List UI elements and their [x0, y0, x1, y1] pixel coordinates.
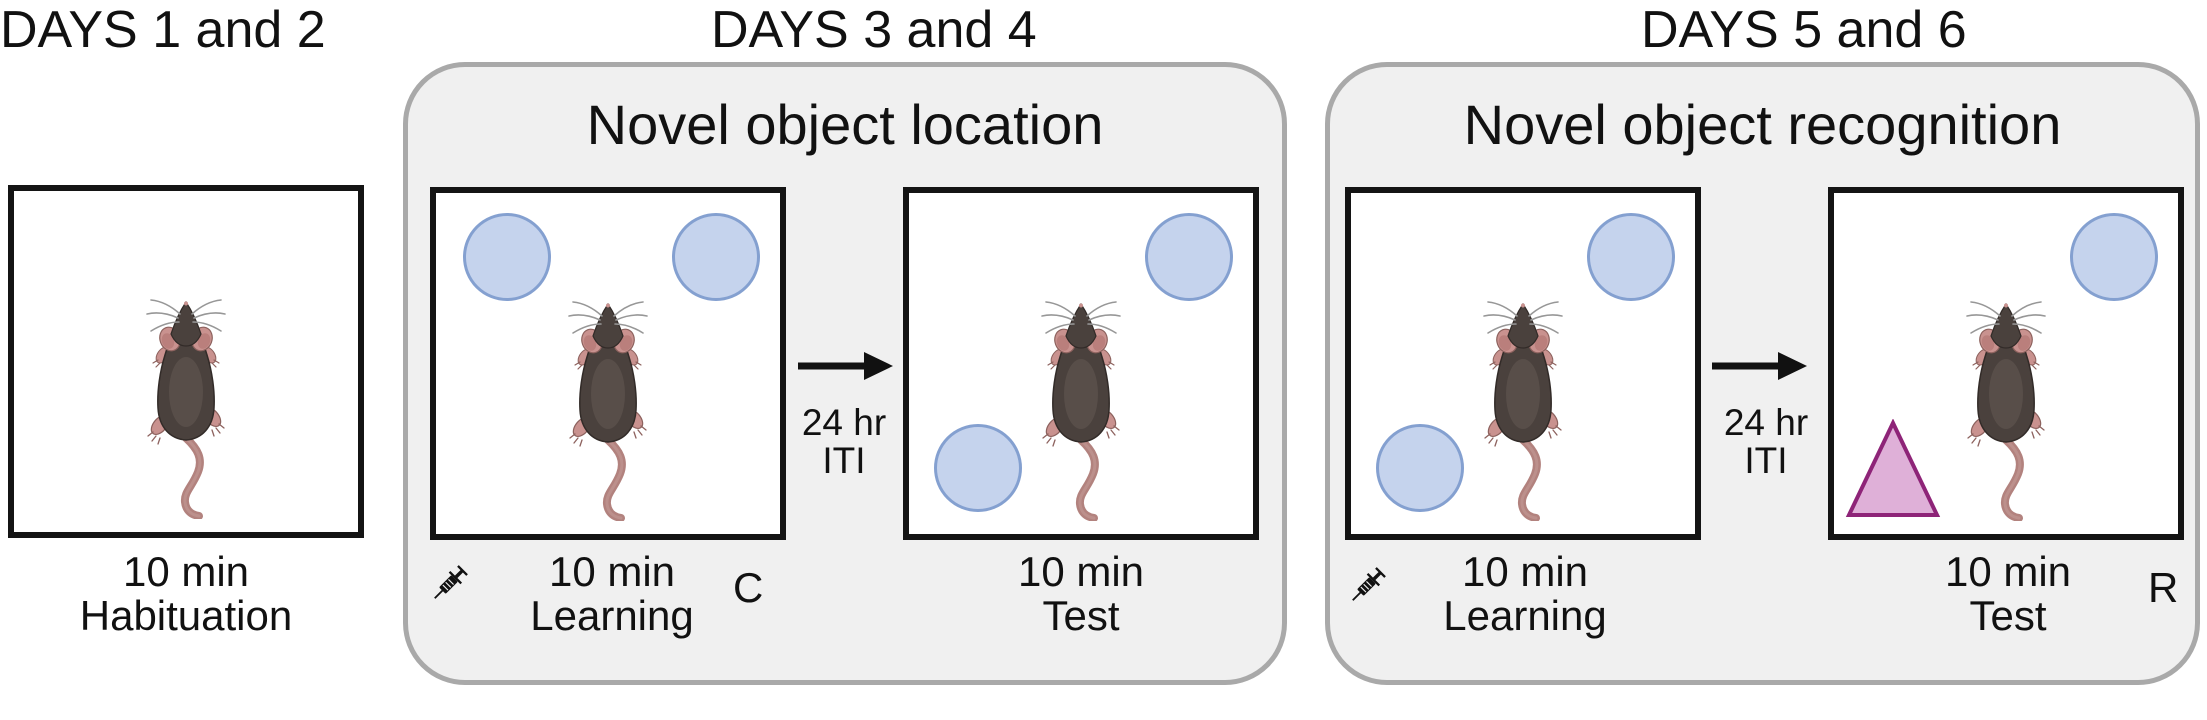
blue-circle-object	[1587, 213, 1675, 301]
mouse-top-view	[563, 291, 653, 521]
nol-interval-iti: ITI	[822, 440, 866, 481]
mouse-top-view	[1478, 291, 1568, 521]
nor-test-caption: 10 min Test	[1858, 550, 2158, 638]
habituation-label: Habituation	[79, 592, 293, 639]
nor-learning-duration: 10 min	[1461, 548, 1589, 595]
arrow-right-icon	[798, 352, 893, 380]
nol-interval-label: 24 hr ITI	[789, 404, 899, 480]
habituation-caption: 10 min Habituation	[36, 550, 336, 638]
nor-learning-caption: 10 min Learning	[1375, 550, 1675, 638]
mouse-top-view	[141, 289, 231, 519]
nor-interval-duration: 24 hr	[1723, 402, 1809, 443]
nor-learning-label: Learning	[1443, 592, 1607, 639]
nor-context-letter: R	[2148, 564, 2179, 611]
nol-test-label: Test	[1042, 592, 1120, 639]
nol-test-duration: 10 min	[1017, 548, 1145, 595]
novel-object-location-heading: Novel object location	[586, 93, 1104, 156]
blue-circle-object	[2070, 213, 2158, 301]
nol-context-letter: C	[733, 564, 764, 611]
pink-triangle-novel-object	[1845, 419, 1941, 517]
blue-circle-object	[1145, 213, 1233, 301]
mouse-top-view	[1961, 291, 2051, 521]
nol-learning-duration: 10 min	[548, 548, 676, 595]
novel-object-recognition-heading: Novel object recognition	[1463, 93, 2062, 156]
mouse-top-view	[1036, 291, 1126, 521]
days-3-4-title: DAYS 3 and 4	[711, 1, 1037, 59]
days-1-2-title: DAYS 1 and 2	[0, 1, 326, 59]
habituation-duration: 10 min	[122, 548, 250, 595]
nor-learning-arena	[1345, 187, 1701, 540]
blue-circle-object	[672, 213, 760, 301]
days-5-6-title: DAYS 5 and 6	[1641, 1, 1967, 59]
habituation-arena	[8, 185, 364, 538]
blue-circle-object-moved	[934, 424, 1022, 512]
nol-learning-label: Learning	[530, 592, 694, 639]
blue-circle-object	[1376, 424, 1464, 512]
nol-interval-duration: 24 hr	[801, 402, 887, 443]
nor-test-duration: 10 min	[1944, 548, 2072, 595]
nol-test-arena	[903, 187, 1259, 540]
arrow-right-icon	[1712, 352, 1807, 380]
nor-test-label: Test	[1969, 592, 2047, 639]
nor-test-arena	[1828, 187, 2184, 540]
nor-interval-iti: ITI	[1744, 440, 1788, 481]
nol-test-caption: 10 min Test	[931, 550, 1231, 638]
nor-interval-label: 24 hr ITI	[1711, 404, 1821, 480]
blue-circle-object	[463, 213, 551, 301]
nol-learning-arena	[430, 187, 786, 540]
nol-learning-caption: 10 min Learning	[462, 550, 762, 638]
